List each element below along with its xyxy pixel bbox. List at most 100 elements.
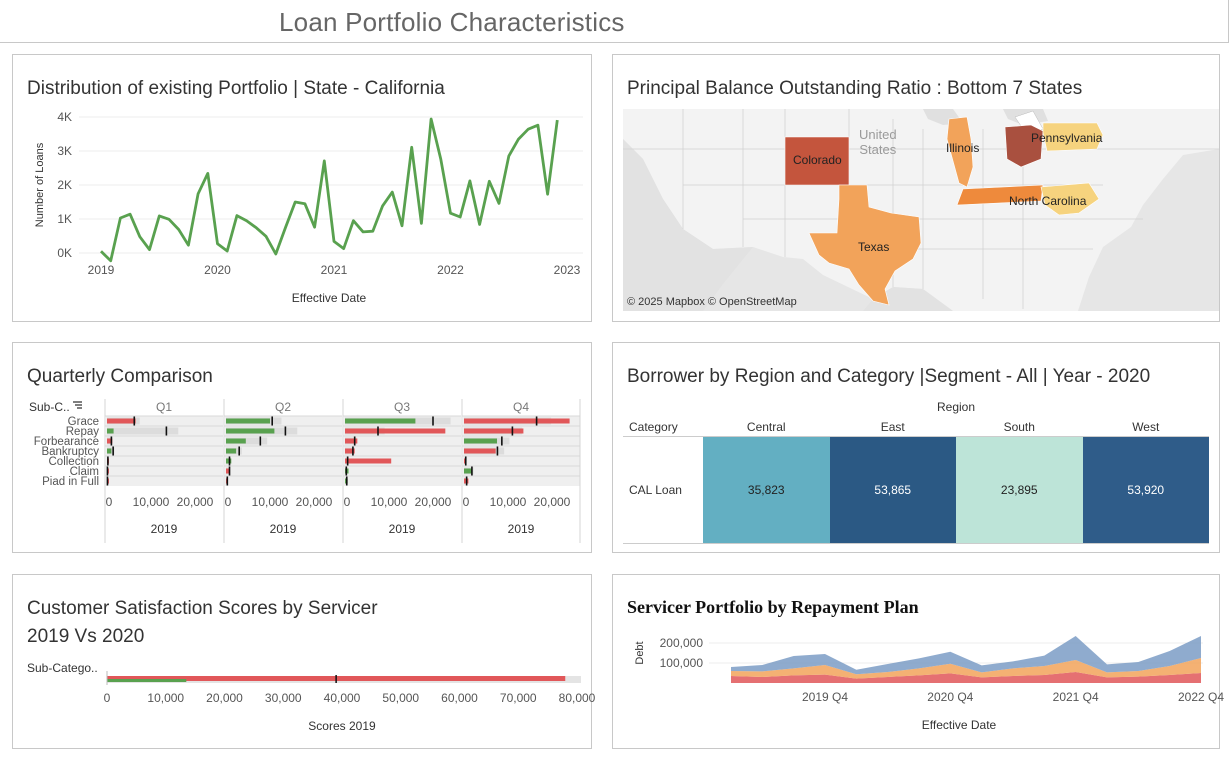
- x-tick-label: 0: [104, 691, 111, 705]
- reference-band: [226, 437, 268, 445]
- map-attribution[interactable]: © 2025 Mapbox © OpenStreetMap: [627, 296, 797, 308]
- tennessee-shape[interactable]: [956, 184, 1044, 206]
- footer-divider: [623, 543, 1209, 544]
- x-axis-label: Effective Date: [922, 718, 997, 732]
- x-tick-label: 20,000: [177, 495, 214, 509]
- distribution-line-chart[interactable]: 0K 1K 2K 3K 4K 2019 2020 2021 2022 2023 Effective …: [13, 55, 593, 323]
- country-label: United States: [859, 127, 897, 157]
- value-bar: [107, 418, 136, 424]
- satisfaction-bullet-chart[interactable]: Sub-Catego.. 0 10,000 20,000 30,000 40,000 50,…: [13, 575, 596, 750]
- illinois-shape[interactable]: [946, 116, 974, 188]
- state-label-illinois: Illinois: [946, 141, 980, 155]
- satisfaction-title-line1: Customer Satisfaction Scores by Servicer: [27, 598, 378, 619]
- state-label-texas: Texas: [858, 240, 890, 254]
- column-header: East: [880, 420, 905, 434]
- value-bar: [464, 428, 524, 434]
- column-header: Central: [746, 420, 786, 434]
- value-bar: [226, 428, 275, 434]
- category-label: Bankruptcy: [41, 446, 99, 458]
- year-label: 2019: [151, 522, 178, 536]
- sort-icon: [73, 401, 82, 409]
- quarter-header: Q3: [394, 400, 410, 414]
- servicer-panel: Servicer Portfolio by Repayment Plan 100…: [612, 574, 1224, 750]
- texas-shape[interactable]: [808, 184, 922, 306]
- state-map[interactable]: United States Colorado Illinois Pennsylv…: [623, 109, 1219, 311]
- value-bar: [107, 448, 112, 454]
- category-label: Claim: [70, 466, 99, 478]
- value-bar: [464, 418, 570, 424]
- y-tick-label: 200,000: [660, 636, 704, 650]
- x-tick-label: 10,000: [133, 495, 170, 509]
- servicer-title: Servicer Portfolio by Repayment Plan: [627, 597, 919, 617]
- row-header: Sub-C..: [29, 400, 70, 414]
- x-tick-label: 2019 Q4: [802, 690, 848, 704]
- x-tick-label: 30,000: [265, 691, 302, 705]
- heatmap-cell[interactable]: 35,823: [703, 437, 830, 543]
- y-tick-label: 100,000: [660, 656, 704, 670]
- quarter-header: Q4: [513, 400, 529, 414]
- pennsylvania-shape[interactable]: [1042, 122, 1104, 152]
- row-header: Sub-Catego..: [27, 661, 98, 675]
- value-bar: [226, 468, 230, 474]
- value-bar: [345, 418, 416, 424]
- value-bar: [464, 468, 472, 474]
- region-columns: Central East South West: [703, 420, 1209, 436]
- value-bar: [226, 438, 246, 444]
- x-tick-label: 70,000: [500, 691, 537, 705]
- category-label: Repay: [66, 426, 99, 438]
- x-tick-label: 2021: [321, 263, 348, 277]
- x-tick-label: 0: [106, 495, 113, 509]
- x-tick-label: 40,000: [324, 691, 361, 705]
- value-bar: [345, 448, 355, 454]
- servicer-area-chart[interactable]: 100,000 200,000 Debt 2019 Q4 2020 Q4 2021 Q4 2…: [613, 575, 1224, 750]
- heatmap-cell[interactable]: 23,895: [956, 437, 1083, 543]
- x-tick-label: 10,000: [371, 495, 408, 509]
- x-tick-label: 20,000: [415, 495, 452, 509]
- x-tick-label: 2023: [554, 263, 581, 277]
- value-bar: [226, 418, 270, 424]
- value-bar: [345, 458, 392, 464]
- x-tick-label: 0: [225, 495, 232, 509]
- satisfaction-title-line2: 2019 Vs 2020: [27, 626, 145, 647]
- header-divider: [623, 436, 1209, 437]
- dashboard-title: Loan Portfolio Characteristics: [279, 7, 625, 37]
- x-tick-label: 2020 Q4: [927, 690, 973, 704]
- year-label: 2019: [270, 522, 297, 536]
- dashboard-header: Loan Portfolio Characteristics: [0, 0, 1229, 43]
- loans-series-line: [100, 117, 559, 263]
- distribution-panel: Distribution of existing Portfolio | Sta…: [12, 54, 592, 322]
- y-tick-label: 4K: [57, 110, 72, 124]
- x-tick-label: 20,000: [206, 691, 243, 705]
- reference-band: [107, 427, 179, 435]
- x-tick-label: 2020: [204, 263, 231, 277]
- category-label: Forbearance: [34, 436, 99, 448]
- x-tick-label: 2021 Q4: [1053, 690, 1099, 704]
- category-label: Piad in Full: [42, 476, 99, 488]
- value-bar: [226, 458, 232, 464]
- pacific-ocean: [623, 139, 753, 311]
- state-label-pennsylvania: Pennsylvania: [1031, 131, 1103, 145]
- region-header: Region: [937, 400, 976, 414]
- year-label: 2019: [508, 522, 535, 536]
- quarterly-title: Quarterly Comparison: [27, 366, 213, 387]
- map-title: Principal Balance Outstanding Ratio : Bo…: [627, 78, 1083, 99]
- quarterly-bullet-chart[interactable]: Sub-C.. GraceRepayForbearanceBankruptcyCo…: [13, 343, 593, 554]
- value-bar: [464, 438, 497, 444]
- x-axis-label: Effective Date: [292, 291, 367, 305]
- x-tick-label: 20,000: [296, 495, 333, 509]
- row-label: CAL Loan: [629, 483, 682, 497]
- us-landmass: [623, 109, 1219, 311]
- x-tick-label: 2022: [437, 263, 464, 277]
- heatmap-cell[interactable]: 53,865: [829, 437, 956, 543]
- satisfaction-title: Customer Satisfaction Scores by Servicer…: [27, 595, 378, 651]
- distribution-title: Distribution of existing Portfolio | Sta…: [27, 78, 445, 99]
- category-label: Grace: [68, 416, 99, 428]
- heatmap-title: Borrower by Region and Category |Segment…: [627, 366, 1151, 387]
- heatmap-cell[interactable]: 53,920: [1082, 437, 1209, 543]
- y-tick-label: 3K: [57, 144, 72, 158]
- column-header: South: [1003, 420, 1035, 434]
- ohio-shape[interactable]: [1004, 124, 1044, 168]
- year-label: 2019: [389, 522, 416, 536]
- north-carolina-shape[interactable]: [1040, 182, 1100, 216]
- x-tick-label: 80,000: [559, 691, 596, 705]
